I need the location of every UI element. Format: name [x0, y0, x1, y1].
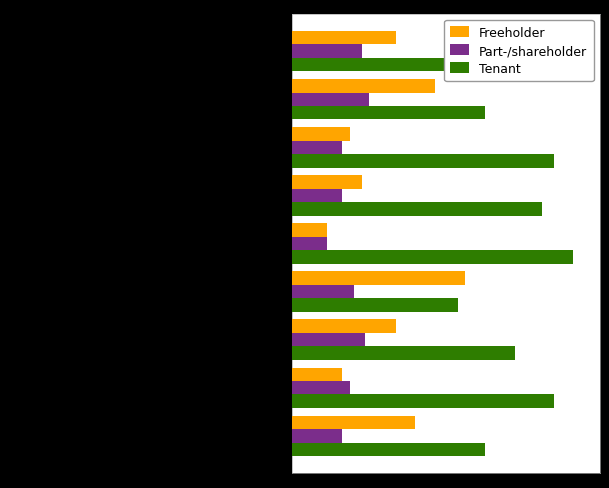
Bar: [292, 320, 396, 333]
Bar: [292, 395, 554, 408]
Bar: [292, 333, 365, 346]
Bar: [292, 251, 573, 264]
Bar: [292, 32, 396, 45]
Bar: [292, 80, 435, 93]
Bar: [292, 176, 362, 189]
Bar: [292, 299, 457, 312]
Bar: [292, 45, 362, 59]
Bar: [292, 155, 554, 168]
Bar: [292, 59, 515, 72]
Bar: [292, 237, 327, 251]
Bar: [292, 443, 485, 456]
Bar: [292, 107, 485, 120]
Bar: [292, 142, 342, 155]
Bar: [292, 93, 369, 107]
Bar: [292, 272, 465, 285]
Bar: [292, 224, 327, 237]
Bar: [292, 189, 342, 203]
Bar: [292, 203, 542, 216]
Bar: [292, 416, 415, 429]
Bar: [292, 285, 354, 299]
Bar: [292, 128, 350, 142]
Bar: [292, 368, 342, 381]
Legend: Freeholder, Part-/shareholder, Tenant: Freeholder, Part-/shareholder, Tenant: [444, 21, 594, 82]
Bar: [292, 346, 515, 360]
Bar: [292, 429, 342, 443]
Bar: [292, 381, 350, 395]
